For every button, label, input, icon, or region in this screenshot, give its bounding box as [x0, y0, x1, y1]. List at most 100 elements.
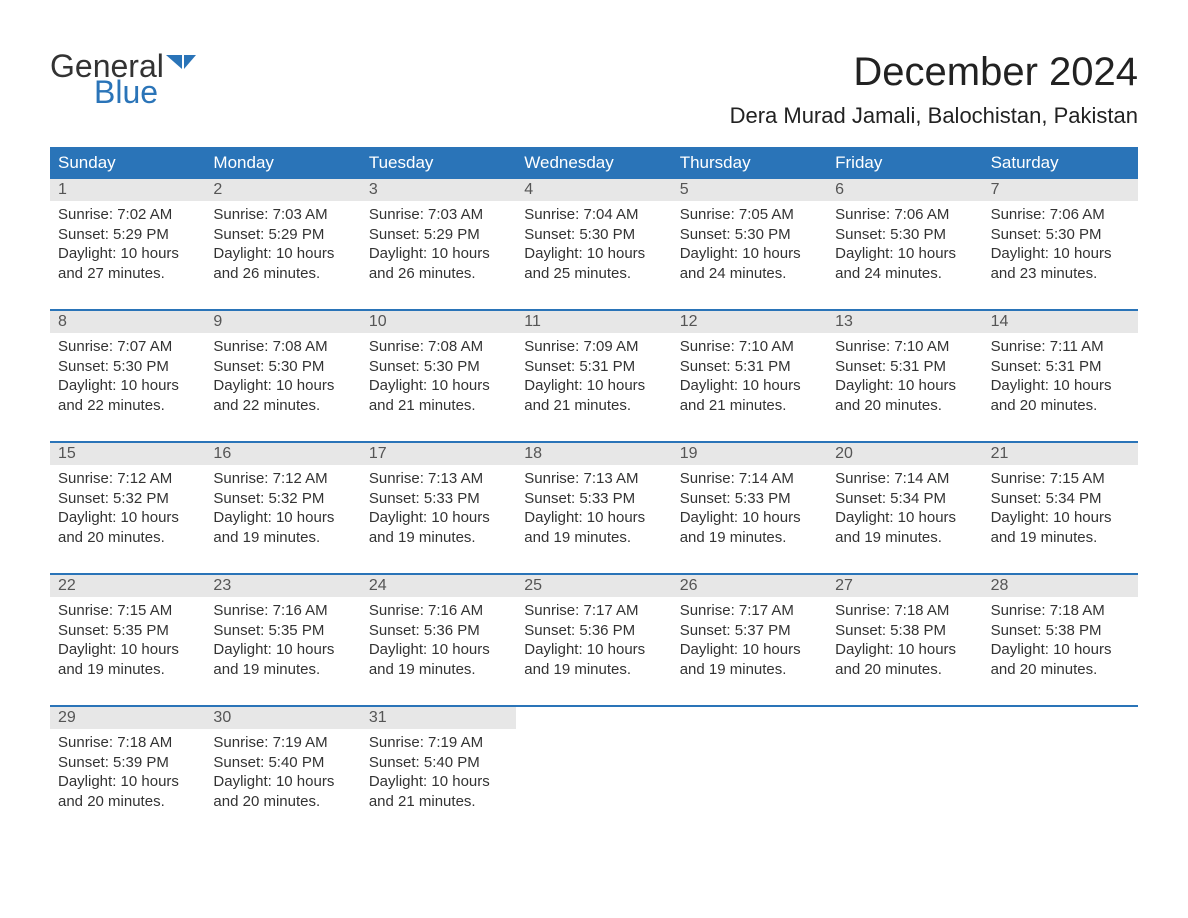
logo-text-blue: Blue	[94, 76, 196, 108]
day-number: 9	[205, 311, 360, 333]
sunset-line: Sunset: 5:39 PM	[58, 753, 197, 773]
day-body: Sunrise: 7:18 AMSunset: 5:38 PMDaylight:…	[983, 597, 1138, 687]
sunrise-line: Sunrise: 7:18 AM	[991, 601, 1130, 621]
day-cell: 5Sunrise: 7:05 AMSunset: 5:30 PMDaylight…	[672, 179, 827, 297]
day-cell: 17Sunrise: 7:13 AMSunset: 5:33 PMDayligh…	[361, 443, 516, 561]
sunset-line: Sunset: 5:37 PM	[680, 621, 819, 641]
daylight-line: Daylight: 10 hours and 21 minutes.	[369, 376, 508, 415]
sunrise-line: Sunrise: 7:17 AM	[680, 601, 819, 621]
day-body: Sunrise: 7:19 AMSunset: 5:40 PMDaylight:…	[361, 729, 516, 819]
daylight-line: Daylight: 10 hours and 20 minutes.	[991, 376, 1130, 415]
day-number: 11	[516, 311, 671, 333]
sunrise-line: Sunrise: 7:10 AM	[835, 337, 974, 357]
day-cell: 25Sunrise: 7:17 AMSunset: 5:36 PMDayligh…	[516, 575, 671, 693]
day-cell: 14Sunrise: 7:11 AMSunset: 5:31 PMDayligh…	[983, 311, 1138, 429]
sunrise-line: Sunrise: 7:04 AM	[524, 205, 663, 225]
sunset-line: Sunset: 5:30 PM	[680, 225, 819, 245]
sunrise-line: Sunrise: 7:19 AM	[213, 733, 352, 753]
sunrise-line: Sunrise: 7:08 AM	[213, 337, 352, 357]
sunset-line: Sunset: 5:32 PM	[213, 489, 352, 509]
day-number: 5	[672, 179, 827, 201]
day-body: Sunrise: 7:13 AMSunset: 5:33 PMDaylight:…	[516, 465, 671, 555]
sunset-line: Sunset: 5:33 PM	[680, 489, 819, 509]
day-cell: 13Sunrise: 7:10 AMSunset: 5:31 PMDayligh…	[827, 311, 982, 429]
sunrise-line: Sunrise: 7:18 AM	[58, 733, 197, 753]
day-cell: 24Sunrise: 7:16 AMSunset: 5:36 PMDayligh…	[361, 575, 516, 693]
daylight-line: Daylight: 10 hours and 19 minutes.	[680, 508, 819, 547]
header-area: General Blue December 2024 Dera Murad Ja…	[50, 50, 1138, 129]
location-subtitle: Dera Murad Jamali, Balochistan, Pakistan	[730, 103, 1138, 129]
day-number: 13	[827, 311, 982, 333]
day-cell: 11Sunrise: 7:09 AMSunset: 5:31 PMDayligh…	[516, 311, 671, 429]
day-number: 8	[50, 311, 205, 333]
daylight-line: Daylight: 10 hours and 19 minutes.	[369, 640, 508, 679]
day-cell: 3Sunrise: 7:03 AMSunset: 5:29 PMDaylight…	[361, 179, 516, 297]
day-body: Sunrise: 7:09 AMSunset: 5:31 PMDaylight:…	[516, 333, 671, 423]
day-number: 10	[361, 311, 516, 333]
daylight-line: Daylight: 10 hours and 19 minutes.	[835, 508, 974, 547]
weekday-header-row: Sunday Monday Tuesday Wednesday Thursday…	[50, 147, 1138, 179]
sunset-line: Sunset: 5:30 PM	[991, 225, 1130, 245]
day-number: 29	[50, 707, 205, 729]
day-cell: 28Sunrise: 7:18 AMSunset: 5:38 PMDayligh…	[983, 575, 1138, 693]
daylight-line: Daylight: 10 hours and 21 minutes.	[680, 376, 819, 415]
daylight-line: Daylight: 10 hours and 19 minutes.	[58, 640, 197, 679]
day-cell	[827, 707, 982, 825]
weekday-header: Saturday	[983, 147, 1138, 179]
sunrise-line: Sunrise: 7:13 AM	[369, 469, 508, 489]
daylight-line: Daylight: 10 hours and 26 minutes.	[369, 244, 508, 283]
weekday-header: Friday	[827, 147, 982, 179]
day-body: Sunrise: 7:17 AMSunset: 5:36 PMDaylight:…	[516, 597, 671, 687]
sunset-line: Sunset: 5:31 PM	[680, 357, 819, 377]
daylight-line: Daylight: 10 hours and 21 minutes.	[369, 772, 508, 811]
day-number: 4	[516, 179, 671, 201]
day-cell: 22Sunrise: 7:15 AMSunset: 5:35 PMDayligh…	[50, 575, 205, 693]
day-body: Sunrise: 7:14 AMSunset: 5:34 PMDaylight:…	[827, 465, 982, 555]
day-cell: 30Sunrise: 7:19 AMSunset: 5:40 PMDayligh…	[205, 707, 360, 825]
day-cell: 12Sunrise: 7:10 AMSunset: 5:31 PMDayligh…	[672, 311, 827, 429]
sunset-line: Sunset: 5:30 PM	[369, 357, 508, 377]
sunrise-line: Sunrise: 7:14 AM	[680, 469, 819, 489]
day-number: 27	[827, 575, 982, 597]
day-cell: 29Sunrise: 7:18 AMSunset: 5:39 PMDayligh…	[50, 707, 205, 825]
day-cell: 19Sunrise: 7:14 AMSunset: 5:33 PMDayligh…	[672, 443, 827, 561]
day-number: 25	[516, 575, 671, 597]
day-cell: 9Sunrise: 7:08 AMSunset: 5:30 PMDaylight…	[205, 311, 360, 429]
day-body: Sunrise: 7:12 AMSunset: 5:32 PMDaylight:…	[205, 465, 360, 555]
daylight-line: Daylight: 10 hours and 20 minutes.	[835, 640, 974, 679]
day-number: 24	[361, 575, 516, 597]
weekday-header: Wednesday	[516, 147, 671, 179]
day-number: 21	[983, 443, 1138, 465]
day-number: 6	[827, 179, 982, 201]
day-body: Sunrise: 7:10 AMSunset: 5:31 PMDaylight:…	[827, 333, 982, 423]
sunset-line: Sunset: 5:35 PM	[213, 621, 352, 641]
day-number: 20	[827, 443, 982, 465]
sunset-line: Sunset: 5:29 PM	[369, 225, 508, 245]
day-cell	[983, 707, 1138, 825]
sunrise-line: Sunrise: 7:06 AM	[991, 205, 1130, 225]
day-body: Sunrise: 7:15 AMSunset: 5:34 PMDaylight:…	[983, 465, 1138, 555]
day-body: Sunrise: 7:10 AMSunset: 5:31 PMDaylight:…	[672, 333, 827, 423]
day-number: 22	[50, 575, 205, 597]
sunrise-line: Sunrise: 7:17 AM	[524, 601, 663, 621]
sunrise-line: Sunrise: 7:03 AM	[369, 205, 508, 225]
sunrise-line: Sunrise: 7:06 AM	[835, 205, 974, 225]
day-body: Sunrise: 7:03 AMSunset: 5:29 PMDaylight:…	[205, 201, 360, 291]
daylight-line: Daylight: 10 hours and 24 minutes.	[835, 244, 974, 283]
day-number: 15	[50, 443, 205, 465]
sunset-line: Sunset: 5:33 PM	[369, 489, 508, 509]
day-number: 1	[50, 179, 205, 201]
day-cell: 6Sunrise: 7:06 AMSunset: 5:30 PMDaylight…	[827, 179, 982, 297]
daylight-line: Daylight: 10 hours and 23 minutes.	[991, 244, 1130, 283]
daylight-line: Daylight: 10 hours and 24 minutes.	[680, 244, 819, 283]
sunrise-line: Sunrise: 7:15 AM	[991, 469, 1130, 489]
sunrise-line: Sunrise: 7:08 AM	[369, 337, 508, 357]
sunrise-line: Sunrise: 7:14 AM	[835, 469, 974, 489]
day-cell: 2Sunrise: 7:03 AMSunset: 5:29 PMDaylight…	[205, 179, 360, 297]
day-number: 17	[361, 443, 516, 465]
day-body: Sunrise: 7:07 AMSunset: 5:30 PMDaylight:…	[50, 333, 205, 423]
day-number: 12	[672, 311, 827, 333]
week-row: 1Sunrise: 7:02 AMSunset: 5:29 PMDaylight…	[50, 179, 1138, 297]
sunrise-line: Sunrise: 7:18 AM	[835, 601, 974, 621]
day-cell: 15Sunrise: 7:12 AMSunset: 5:32 PMDayligh…	[50, 443, 205, 561]
